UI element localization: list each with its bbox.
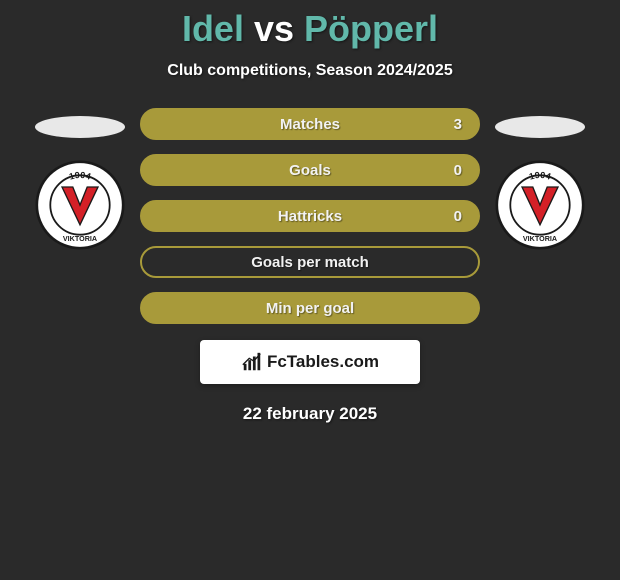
svg-text:VIKTORIA: VIKTORIA	[523, 234, 557, 243]
player1-name: Idel	[182, 8, 244, 49]
stat-row-gpm: Goals per match	[140, 246, 480, 278]
vs-label: vs	[254, 8, 294, 49]
club-badge-icon: 1904 VIKTORIA	[35, 160, 125, 250]
stat-label: Goals	[289, 162, 331, 179]
stat-row-mpg: Min per goal	[140, 292, 480, 324]
left-side: 1904 VIKTORIA	[20, 108, 140, 250]
player1-photo-placeholder	[35, 116, 125, 138]
stat-value: 0	[454, 208, 462, 225]
stat-label: Min per goal	[266, 300, 354, 317]
stat-label: Matches	[280, 116, 340, 133]
right-side: 1904 VIKTORIA	[480, 108, 600, 250]
stats-panel: Matches 3 Goals 0 Hattricks 0 Goals per …	[140, 108, 480, 324]
stat-value: 3	[454, 116, 462, 133]
comparison-body: 1904 VIKTORIA Matches 3 Goals 0 Hattrick…	[0, 108, 620, 324]
player1-club-badge: 1904 VIKTORIA	[35, 160, 125, 250]
player2-name: Pöpperl	[304, 8, 438, 49]
comparison-card: Idel vs Pöpperl Club competitions, Seaso…	[0, 0, 620, 424]
stat-row-matches: Matches 3	[140, 108, 480, 140]
svg-text:VIKTORIA: VIKTORIA	[63, 234, 97, 243]
date-label: 22 february 2025	[243, 404, 377, 424]
logo-text: FcTables.com	[267, 352, 379, 372]
stat-row-goals: Goals 0	[140, 154, 480, 186]
player2-club-badge: 1904 VIKTORIA	[495, 160, 585, 250]
source-logo: FcTables.com	[200, 340, 420, 384]
stat-label: Hattricks	[278, 208, 342, 225]
stat-row-hattricks: Hattricks 0	[140, 200, 480, 232]
page-title: Idel vs Pöpperl	[182, 8, 438, 50]
player2-photo-placeholder	[495, 116, 585, 138]
chart-icon	[241, 351, 263, 373]
club-badge-icon: 1904 VIKTORIA	[495, 160, 585, 250]
subtitle: Club competitions, Season 2024/2025	[167, 62, 452, 80]
stat-value: 0	[454, 162, 462, 179]
stat-label: Goals per match	[251, 254, 369, 271]
